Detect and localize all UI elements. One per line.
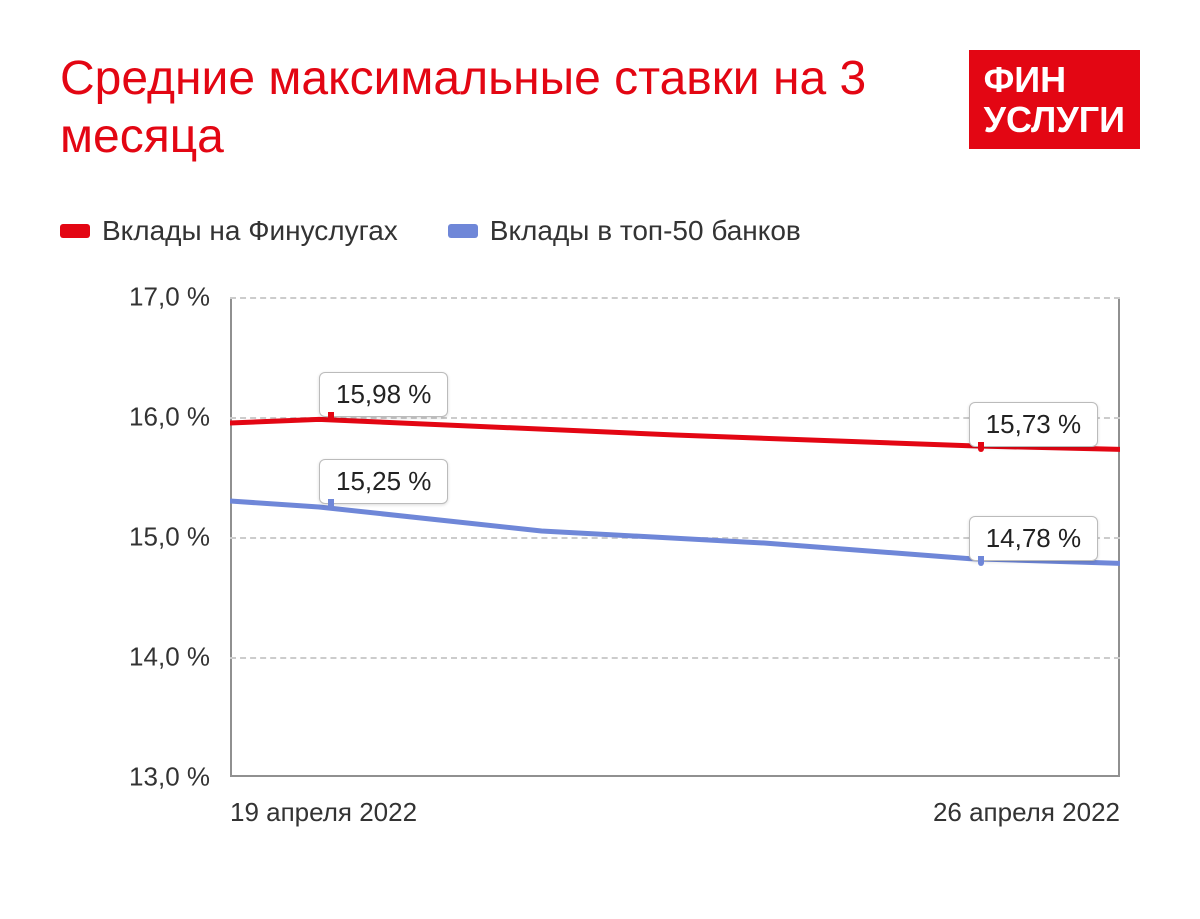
y-tick-label: 16,0 % — [129, 402, 210, 433]
data-label: 15,25 % — [319, 459, 448, 504]
data-label: 14,78 % — [969, 516, 1098, 561]
chart-title: Средние максимальные ставки на 3 месяца — [60, 50, 969, 165]
x-label-start: 19 апреля 2022 — [230, 797, 417, 828]
y-tick-label: 15,0 % — [129, 522, 210, 553]
legend-item-finuslugi: Вклады на Финуслугах — [60, 215, 398, 247]
x-axis-labels: 19 апреля 2022 26 апреля 2022 — [230, 787, 1120, 837]
chart-area: 13,0 %14,0 %15,0 %16,0 %17,0 % 15,98 %15… — [110, 297, 1140, 837]
chart-container: Средние максимальные ставки на 3 месяца … — [0, 0, 1200, 919]
y-tick-label: 13,0 % — [129, 762, 210, 793]
y-tick-label: 17,0 % — [129, 282, 210, 313]
logo-line2: УСЛУГИ — [984, 100, 1125, 140]
data-label: 15,73 % — [969, 402, 1098, 447]
legend: Вклады на Финуслугах Вклады в топ-50 бан… — [60, 215, 1140, 247]
x-label-end: 26 апреля 2022 — [933, 797, 1120, 828]
legend-swatch-icon — [448, 224, 478, 238]
y-tick-label: 14,0 % — [129, 642, 210, 673]
plot-area: 15,98 % 15,73 % 15,25 % 14,78 % — [230, 297, 1120, 777]
legend-label: Вклады на Финуслугах — [102, 215, 398, 247]
logo-badge: ФИН УСЛУГИ — [969, 50, 1140, 149]
logo-line1: ФИН — [984, 60, 1125, 100]
data-label: 15,98 % — [319, 372, 448, 417]
header: Средние максимальные ставки на 3 месяца … — [60, 50, 1140, 165]
y-axis: 13,0 %14,0 %15,0 %16,0 %17,0 % — [110, 297, 220, 837]
legend-label: Вклады в топ-50 банков — [490, 215, 801, 247]
legend-swatch-icon — [60, 224, 90, 238]
legend-item-top50: Вклады в топ-50 банков — [448, 215, 801, 247]
